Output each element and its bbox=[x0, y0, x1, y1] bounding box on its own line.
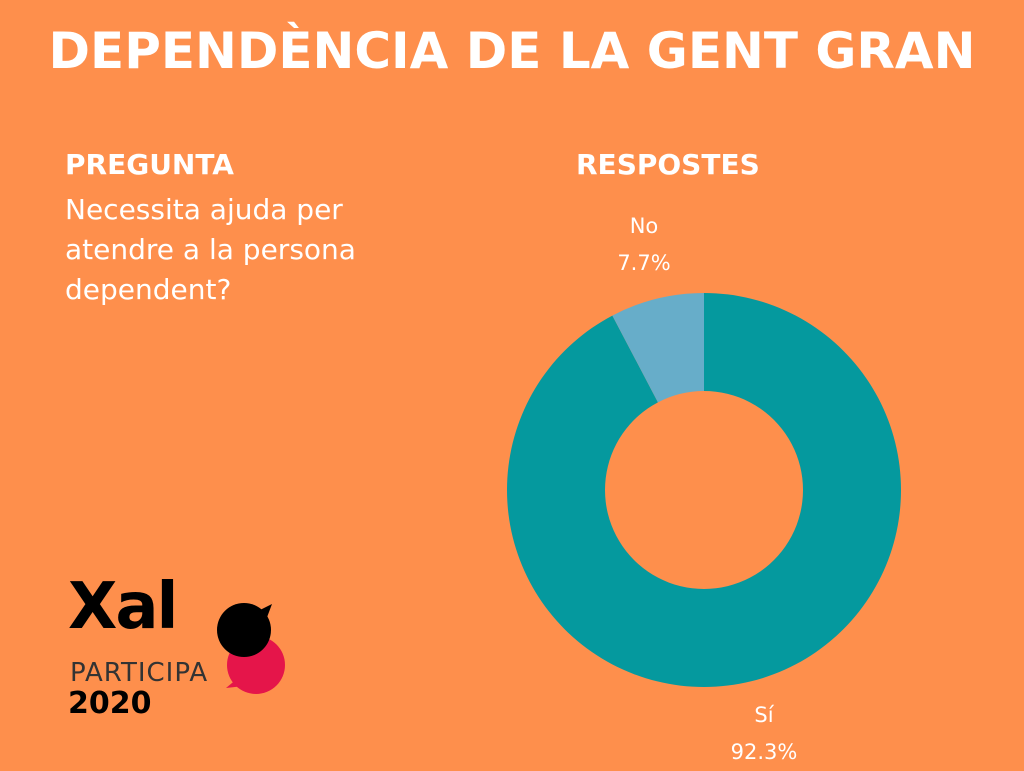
slice-label-value: 7.7% bbox=[617, 251, 671, 275]
page-title: DEPENDÈNCIA DE LA GENT GRAN bbox=[48, 22, 976, 80]
slice-no bbox=[612, 293, 704, 403]
slice-si bbox=[506, 293, 901, 687]
logo-name: Xal bbox=[68, 570, 178, 644]
chart-title: RESPOSTES bbox=[576, 148, 760, 181]
slice-label-no: No 7.7% bbox=[584, 208, 704, 282]
slice-label-text: Sí bbox=[754, 703, 774, 727]
question-text: Necessita ajuda per atendre a la persona… bbox=[65, 193, 356, 306]
slice-label-text: No bbox=[629, 214, 659, 238]
slice-label-value: 92.3% bbox=[730, 740, 798, 764]
question-heading: PREGUNTA bbox=[65, 148, 234, 181]
logo-sub: PARTICIPA bbox=[70, 658, 209, 688]
logo-year: 2020 bbox=[68, 686, 152, 721]
slice-label-si: Sí 92.3% bbox=[704, 697, 824, 771]
xalo-participa-logo: Xal PARTICIPA 2020 bbox=[68, 570, 308, 730]
